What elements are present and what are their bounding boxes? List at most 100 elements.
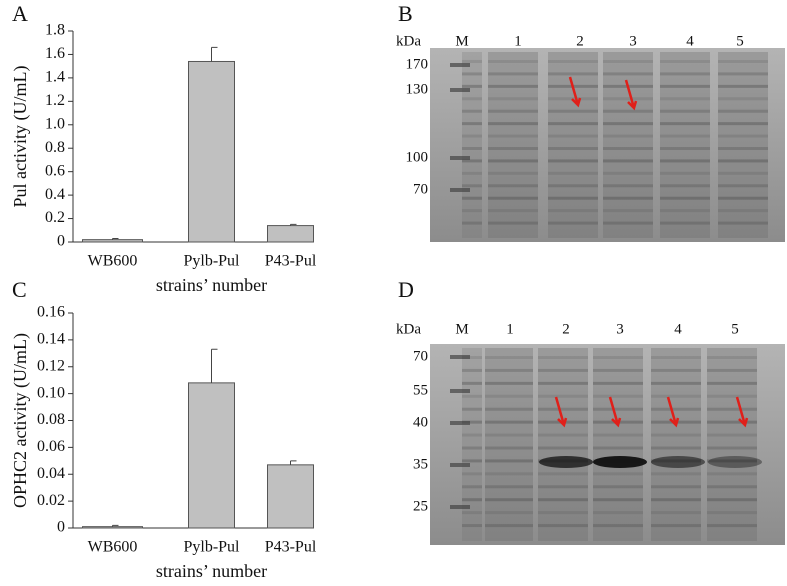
gel-band <box>462 356 482 359</box>
gel-band <box>462 221 482 225</box>
gel-band <box>485 511 533 515</box>
marker-label: 70 <box>413 181 428 197</box>
protein-band <box>539 456 593 468</box>
bar <box>267 225 314 243</box>
gel-band <box>538 485 588 489</box>
gel-band <box>707 420 757 424</box>
y-tick-label: 0 <box>57 519 65 536</box>
gel-band <box>651 498 701 502</box>
gel-band <box>548 134 598 138</box>
gel-band <box>462 122 482 126</box>
gel-band <box>651 368 701 372</box>
gel-band <box>488 171 538 175</box>
marker-label: 130 <box>406 81 429 97</box>
gel-band <box>548 122 598 126</box>
gel-band <box>603 60 653 63</box>
error-bar <box>211 348 218 383</box>
gel-band <box>462 84 482 88</box>
gel-band <box>593 381 643 385</box>
arrow <box>624 79 638 111</box>
lane-label: 3 <box>629 33 637 49</box>
y-tick-label: 1.4 <box>45 69 65 86</box>
lane-label: 2 <box>576 33 584 49</box>
gel-band <box>485 433 533 437</box>
bar <box>267 464 314 529</box>
bar <box>188 382 235 529</box>
gel-band <box>718 122 768 126</box>
arrow <box>568 76 582 108</box>
gel-band <box>462 368 482 372</box>
gel <box>430 48 785 242</box>
marker-band <box>450 505 470 509</box>
gel-band <box>660 84 710 88</box>
lane-label: 1 <box>506 321 514 337</box>
marker-label: 55 <box>413 382 428 398</box>
gel-band <box>651 356 701 359</box>
gel-band <box>707 459 757 463</box>
gel-band <box>651 394 701 398</box>
bar <box>82 526 143 529</box>
lane-label: 2 <box>562 321 570 337</box>
gel-lane <box>488 52 538 238</box>
gel-band <box>707 498 757 502</box>
gel-band <box>462 97 482 101</box>
gel-band <box>603 209 653 213</box>
gel-band <box>651 511 701 515</box>
y-tick-label: 0.10 <box>37 384 65 401</box>
gel-band <box>462 446 482 450</box>
arrow <box>666 396 680 428</box>
gel-band <box>462 60 482 63</box>
lane-label: 1 <box>514 33 522 49</box>
gel-band <box>718 221 768 225</box>
gel-band <box>603 134 653 138</box>
gel-band <box>718 147 768 150</box>
gel-band <box>462 147 482 150</box>
x-tick-label: WB600 <box>88 253 138 270</box>
gel-band <box>593 472 643 476</box>
y-tick-label: 0 <box>57 233 65 250</box>
gel-band <box>593 407 643 411</box>
gel-band <box>488 159 538 163</box>
gel-band <box>707 511 757 515</box>
gel-lane <box>707 348 757 541</box>
lane-label: 4 <box>686 33 694 49</box>
marker-band <box>450 355 470 359</box>
protein-band <box>651 456 705 468</box>
gel-band <box>485 459 533 463</box>
gel-band <box>548 209 598 213</box>
protein-band <box>708 456 762 468</box>
gel-band <box>488 221 538 225</box>
unit-label: kDa <box>396 33 421 49</box>
marker-label: 35 <box>413 456 428 472</box>
gel-band <box>651 485 701 489</box>
gel-band <box>603 72 653 76</box>
gel-band <box>462 420 482 424</box>
y-tick-label: 1.8 <box>45 22 65 39</box>
gel <box>430 344 785 545</box>
gel-band <box>718 60 768 63</box>
marker-label: 170 <box>406 56 429 72</box>
gel-band <box>660 97 710 101</box>
gel-band <box>548 72 598 76</box>
gel-band <box>603 147 653 150</box>
gel-band <box>660 147 710 150</box>
gel-band <box>488 97 538 101</box>
gel-band <box>462 433 482 437</box>
gel-band <box>660 209 710 213</box>
gel-band <box>707 524 757 528</box>
marker-band <box>450 188 470 192</box>
gel-band <box>538 524 588 528</box>
gel-band <box>485 407 533 411</box>
y-tick-label: 0.06 <box>37 438 65 455</box>
gel-band <box>488 72 538 76</box>
gel-lane <box>718 52 768 238</box>
marker-label: 40 <box>413 414 428 430</box>
gel-lane <box>593 348 643 541</box>
gel-band <box>651 433 701 437</box>
gel-band <box>488 109 538 113</box>
x-tick-label: Pylb-Pul <box>183 539 240 556</box>
unit-label: kDa <box>396 321 421 337</box>
gel-band <box>593 498 643 502</box>
gel-band <box>485 446 533 450</box>
gel-band <box>462 472 482 476</box>
